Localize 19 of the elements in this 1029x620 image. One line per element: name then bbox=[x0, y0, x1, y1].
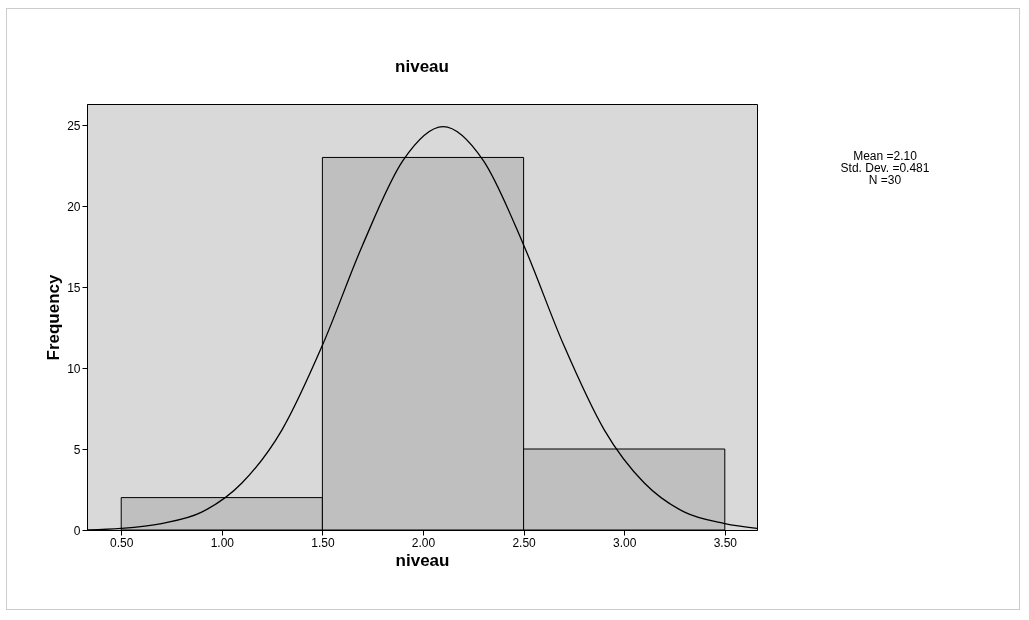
y-tick-label: 15 bbox=[67, 280, 81, 295]
y-tick-label: 10 bbox=[67, 361, 81, 376]
x-tick-label: 2.00 bbox=[411, 535, 436, 550]
x-tick-label: 1.00 bbox=[210, 535, 235, 550]
x-tick-label: 0.50 bbox=[110, 535, 134, 550]
x-axis-title: niveau bbox=[395, 550, 450, 570]
x-tick-label: 3.00 bbox=[613, 535, 637, 550]
y-tick-label: 25 bbox=[67, 118, 81, 133]
text: Mean =2.10 bbox=[852, 149, 918, 163]
text: Std. Dev. =0.481 bbox=[839, 161, 931, 175]
text: N =30 bbox=[867, 173, 903, 187]
y-axis-title: Frequency bbox=[44, 273, 64, 361]
y-tick-label: 5 bbox=[73, 442, 81, 457]
x-tick-label: 1.50 bbox=[311, 535, 335, 550]
x-tick-label: 2.50 bbox=[512, 535, 537, 550]
y-tick-label: 0 bbox=[73, 523, 81, 538]
y-tick-label: 20 bbox=[67, 199, 81, 214]
x-tick-label: 3.50 bbox=[713, 535, 738, 550]
chart-title: niveau bbox=[395, 57, 449, 76]
